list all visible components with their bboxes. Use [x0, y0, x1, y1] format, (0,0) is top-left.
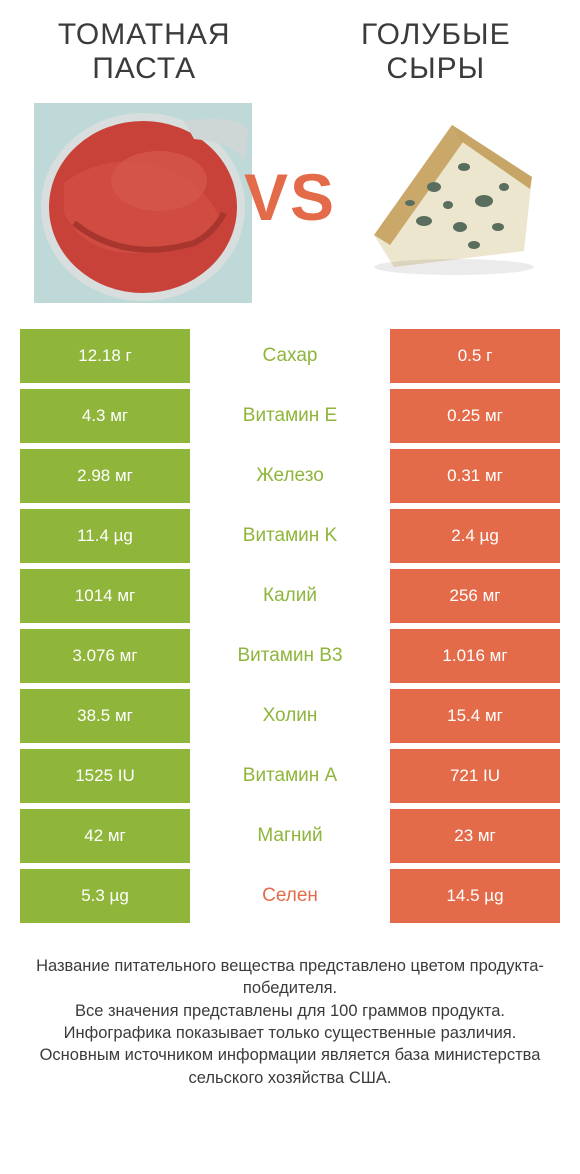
left-value: 1525 IU [20, 749, 190, 803]
right-value: 0.31 мг [390, 449, 560, 503]
left-value: 42 мг [20, 809, 190, 863]
right-value: 23 мг [390, 809, 560, 863]
table-row: 4.3 мгВитамин E0.25 мг [20, 389, 560, 443]
nutrient-label: Магний [190, 809, 390, 863]
right-value: 15.4 мг [390, 689, 560, 743]
product-images: VS [20, 103, 560, 303]
left-value: 12.18 г [20, 329, 190, 383]
table-row: 5.3 µgСелен14.5 µg [20, 869, 560, 923]
nutrient-label: Витамин B3 [190, 629, 390, 683]
table-row: 1014 мгКалий256 мг [20, 569, 560, 623]
right-product-title: ГОЛУБЫЕ СЫРЫ [312, 18, 560, 85]
right-product-image [364, 117, 540, 282]
footer-text: Название питательного вещества представл… [20, 955, 560, 1089]
table-row: 38.5 мгХолин15.4 мг [20, 689, 560, 743]
table-row: 3.076 мгВитамин B31.016 мг [20, 629, 560, 683]
table-row: 42 мгМагний23 мг [20, 809, 560, 863]
left-value: 2.98 мг [20, 449, 190, 503]
nutrient-label: Сахар [190, 329, 390, 383]
table-row: 1525 IUВитамин A721 IU [20, 749, 560, 803]
left-value: 5.3 µg [20, 869, 190, 923]
left-value: 4.3 мг [20, 389, 190, 443]
right-value: 1.016 мг [390, 629, 560, 683]
table-row: 2.98 мгЖелезо0.31 мг [20, 449, 560, 503]
left-value: 1014 мг [20, 569, 190, 623]
nutrient-label: Холин [190, 689, 390, 743]
nutrient-label: Витамин A [190, 749, 390, 803]
nutrient-table: 12.18 гСахар0.5 г 4.3 мгВитамин E0.25 мг 2… [20, 329, 560, 923]
right-value: 721 IU [390, 749, 560, 803]
right-value: 0.5 г [390, 329, 560, 383]
left-product-title: ТОМАТНАЯ ПАСТА [20, 18, 268, 85]
vs-label: VS [244, 159, 336, 235]
nutrient-label: Селен [190, 869, 390, 923]
left-value: 38.5 мг [20, 689, 190, 743]
footer-line: Инфографика показывает только существенн… [26, 1022, 554, 1044]
right-value: 2.4 µg [390, 509, 560, 563]
footer-line: Название питательного вещества представл… [26, 955, 554, 1000]
footer-line: Основным источником информации является … [26, 1044, 554, 1089]
left-value: 3.076 мг [20, 629, 190, 683]
nutrient-label: Железо [190, 449, 390, 503]
nutrient-label: Калий [190, 569, 390, 623]
right-value: 0.25 мг [390, 389, 560, 443]
footer-line: Все значения представлены для 100 граммо… [26, 1000, 554, 1022]
titles-row: ТОМАТНАЯ ПАСТА ГОЛУБЫЕ СЫРЫ [20, 18, 560, 85]
nutrient-label: Витамин K [190, 509, 390, 563]
table-row: 12.18 гСахар0.5 г [20, 329, 560, 383]
table-row: 11.4 µgВитамин K2.4 µg [20, 509, 560, 563]
right-value: 256 мг [390, 569, 560, 623]
nutrient-label: Витамин E [190, 389, 390, 443]
left-value: 11.4 µg [20, 509, 190, 563]
right-value: 14.5 µg [390, 869, 560, 923]
left-product-image [34, 103, 252, 308]
